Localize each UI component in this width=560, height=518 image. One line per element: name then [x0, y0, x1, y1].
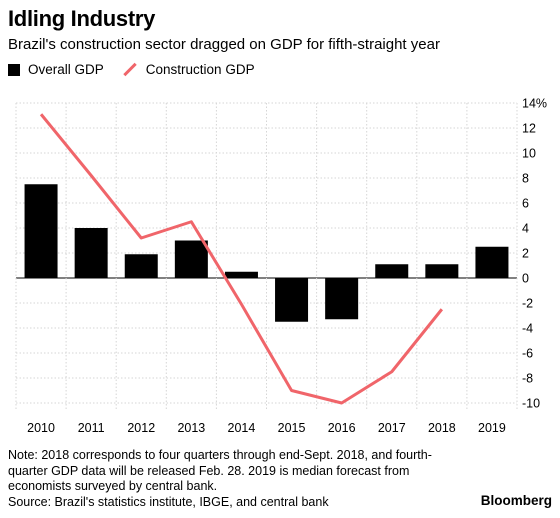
- legend-label-construction-gdp: Construction GDP: [145, 62, 255, 77]
- bars-overall-gdp: [24, 184, 509, 322]
- y-tick-label: 8: [522, 172, 529, 186]
- bar-2015: [275, 278, 309, 322]
- y-tick-label: 10: [522, 147, 536, 161]
- note-text: Note: 2018 corresponds to four quarters …: [8, 448, 432, 493]
- x-tick-label: 2015: [278, 421, 306, 435]
- bar-2012: [124, 254, 158, 278]
- x-tick-label: 2014: [228, 421, 256, 435]
- x-tick-label: 2018: [428, 421, 456, 435]
- chart-title: Idling Industry: [8, 6, 156, 31]
- y-tick-label: 6: [522, 197, 529, 211]
- legend-swatch-overall-gdp: [8, 63, 20, 76]
- y-tick-label: 12: [522, 122, 536, 136]
- legend-label-overall-gdp: Overall GDP: [28, 62, 104, 77]
- y-tick-label: 0: [522, 272, 529, 286]
- y-tick-label: -4: [522, 322, 533, 336]
- bar-2010: [24, 184, 58, 278]
- x-tick-label: 2011: [78, 421, 105, 435]
- bar-2014: [224, 271, 258, 278]
- x-tick-label: 2013: [177, 421, 205, 435]
- gridlines: [15, 102, 518, 411]
- bar-2013: [174, 240, 208, 278]
- y-tick-label: -10: [522, 397, 540, 411]
- y-tick-label: 4: [522, 222, 529, 236]
- x-tick-label: 2010: [27, 421, 55, 435]
- bar-2018: [425, 264, 459, 278]
- x-tick-label: 2017: [378, 421, 406, 435]
- bloomberg-logo: Bloomberg: [480, 493, 552, 508]
- chart-subtitle: Brazil's construction sector dragged on …: [8, 36, 440, 53]
- line-construction-gdp: [39, 113, 444, 405]
- chart-note: Note: 2018 corresponds to four quarters …: [8, 448, 448, 510]
- axes: 14% 12 10 8 6 4 2 0 -2 -4 -6 -8 -10 2010 2011 2012 2013 2…: [27, 97, 547, 436]
- bar-2011: [74, 228, 108, 278]
- y-tick-label: -6: [522, 347, 533, 361]
- x-tick-label: 2016: [328, 421, 356, 435]
- source-text: Source: Brazil's statistics institute, I…: [8, 494, 329, 509]
- bar-2017: [375, 264, 409, 278]
- chart-plot: 14% 12 10 8 6 4 2 0 -2 -4 -6 -8 -10 2010 2011 2012 2013 2…: [15, 97, 547, 436]
- legend: Overall GDP Construction GDP: [8, 62, 255, 77]
- bar-2019: [475, 246, 509, 278]
- x-tick-label: 2019: [478, 421, 506, 435]
- y-tick-label: 2: [522, 247, 529, 261]
- y-tick-label: -2: [522, 297, 533, 311]
- legend-swatch-construction-gdp: [123, 62, 137, 77]
- y-tick-label: 14%: [522, 97, 547, 111]
- y-tick-label: -8: [522, 372, 533, 386]
- bar-2016: [325, 278, 359, 320]
- x-tick-label: 2012: [127, 421, 155, 435]
